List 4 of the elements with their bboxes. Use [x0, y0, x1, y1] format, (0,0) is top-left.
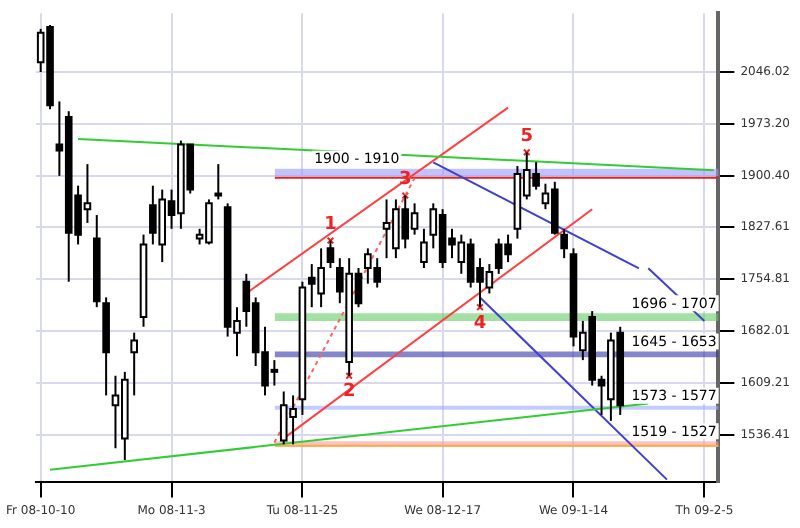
annotation: 3 [398, 170, 412, 191]
annotation: 1 [324, 215, 337, 236]
annotation: 4 [473, 313, 487, 334]
annotation: 5 [520, 127, 534, 148]
